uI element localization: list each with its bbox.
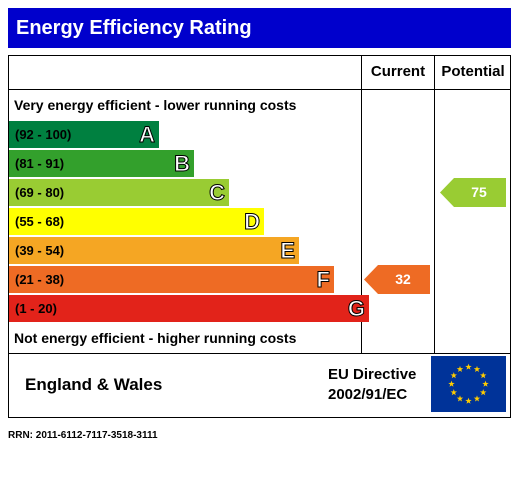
header-divider xyxy=(8,89,511,90)
flag-star xyxy=(456,395,464,402)
band-letter-label: A xyxy=(139,122,156,148)
band-letter-label: F xyxy=(316,267,330,293)
band-range-label: (39 - 54) xyxy=(15,243,65,258)
region-label: England & Wales xyxy=(25,375,163,394)
caption-efficient: Very energy efficient - lower running co… xyxy=(14,97,297,113)
divider-current xyxy=(361,55,362,353)
flag-star xyxy=(465,363,472,370)
flag-star xyxy=(456,365,464,373)
band-letter-label: E xyxy=(280,238,296,264)
divider-potential xyxy=(434,55,435,353)
rating-table xyxy=(8,55,511,418)
potential-arrow-shape xyxy=(440,178,506,207)
current-arrow-shape xyxy=(364,265,430,294)
band-f: (21 - 38) F xyxy=(9,266,334,293)
band-letter-label: C xyxy=(209,180,226,206)
band-d: (55 - 68) D xyxy=(9,208,264,235)
page-title: Energy Efficiency Rating xyxy=(8,8,511,48)
flag-star xyxy=(450,372,458,379)
band-g: (1 - 20) G xyxy=(9,295,369,322)
band-range-label: (92 - 100) xyxy=(15,127,72,142)
flag-star xyxy=(448,380,455,387)
band-range-label: (55 - 68) xyxy=(15,214,65,229)
flag-star xyxy=(479,389,487,396)
footer-divider xyxy=(8,353,511,354)
band-letter-label: D xyxy=(244,209,261,235)
column-header-current: Current xyxy=(370,63,426,80)
column-header-potential: Potential xyxy=(441,63,505,80)
band-a: (92 - 100) A xyxy=(9,121,159,148)
eu-flag-icon xyxy=(431,356,506,412)
directive-line-2: 2002/91/EC xyxy=(328,386,408,403)
caption-inefficient: Not energy efficient - higher running co… xyxy=(14,330,297,346)
band-range-label: (21 - 38) xyxy=(15,272,65,287)
potential-rating-value: 75 xyxy=(471,184,487,200)
potential-rating-arrow: 75 xyxy=(440,178,506,207)
band-e: (39 - 54) E xyxy=(9,237,299,264)
current-rating-arrow: 32 xyxy=(364,265,430,294)
flag-star xyxy=(473,395,481,402)
directive-line-1: EU Directive xyxy=(328,366,417,383)
directive-label: EU Directive 2002/91/EC xyxy=(328,365,416,405)
band-letter-label: B xyxy=(174,151,191,177)
flag-star xyxy=(479,372,487,379)
band-letter-label: G xyxy=(347,296,365,322)
current-rating-value: 32 xyxy=(395,271,411,287)
rrn-label: RRN: 2011-6112-7117-3518-3111 xyxy=(8,430,158,441)
band-range-label: (81 - 91) xyxy=(15,156,65,171)
flag-star xyxy=(450,389,458,396)
band-range-label: (1 - 20) xyxy=(15,301,57,316)
eu-flag-stars xyxy=(448,363,489,404)
flag-star xyxy=(465,397,472,404)
flag-star xyxy=(473,365,481,373)
band-b: (81 - 91) B xyxy=(9,150,194,177)
flag-star xyxy=(482,380,489,387)
band-range-label: (69 - 80) xyxy=(15,185,65,200)
band-c: (69 - 80) C xyxy=(9,179,229,206)
